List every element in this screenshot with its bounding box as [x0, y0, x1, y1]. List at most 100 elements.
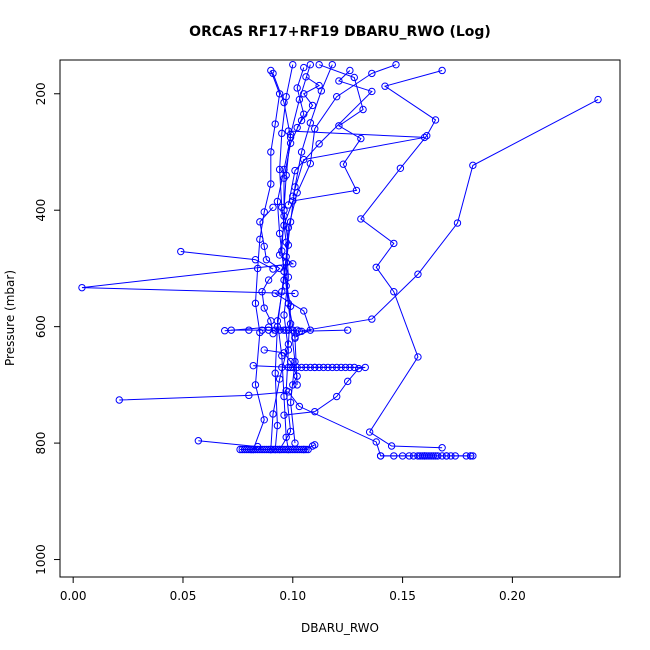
- data-point-15-0: [302, 73, 310, 81]
- data-point-13-1: [293, 84, 301, 92]
- data-point-18-1: [280, 349, 288, 357]
- data-point-9-0: [289, 60, 297, 69]
- cluster-point-1-14: [434, 452, 442, 460]
- y-axis: 200 400 600 800 1000: [34, 82, 60, 575]
- data-point-4-4: [372, 438, 380, 446]
- cluster-point-2-10: [324, 363, 332, 372]
- data-point-20-1: [368, 69, 376, 78]
- data-point-2-0: [315, 60, 323, 69]
- data-point-12-9: [275, 375, 284, 383]
- data-point-13-3: [286, 139, 295, 147]
- cluster-point-2-7: [311, 363, 319, 372]
- data-point-13-0: [300, 63, 308, 72]
- data-point-12-8: [284, 340, 293, 348]
- data-point-11-0: [328, 60, 337, 69]
- x-tick-label-2: 0.10: [279, 589, 306, 603]
- cluster-point-3-0: [227, 326, 235, 334]
- y-tick-label-4: 1000: [34, 544, 48, 575]
- cluster-point-0-30: [302, 445, 310, 454]
- data-point-12-3: [280, 165, 288, 174]
- data-point-17-0: [271, 289, 279, 298]
- data-point-13-8: [286, 320, 295, 328]
- data-point-1-0: [594, 95, 602, 104]
- data-point-12-4: [273, 197, 282, 206]
- chart-title: ORCAS RF17+RF19 DBARU_RWO (Log): [189, 24, 491, 40]
- data-point-2-2: [359, 105, 367, 114]
- data-point-1-3: [414, 270, 422, 278]
- data-point-0-8: [390, 288, 398, 296]
- cluster-point-1-12: [429, 452, 438, 460]
- data-point-13-4: [280, 174, 288, 182]
- data-point-0-7: [372, 263, 380, 271]
- data-point-10-9: [280, 392, 288, 401]
- cluster-point-1-18: [451, 452, 459, 460]
- profile-line-16: [288, 130, 425, 197]
- data-point-6-4: [343, 326, 352, 334]
- cluster-point-1-3: [405, 452, 413, 460]
- data-point-20-8: [284, 299, 293, 308]
- cluster-point-3-1: [245, 326, 253, 334]
- data-point-14-2: [368, 87, 376, 96]
- data-point-0-5: [357, 215, 365, 223]
- data-point-11-10: [273, 421, 282, 430]
- data-point-7-4: [354, 364, 363, 373]
- profile-line-8: [252, 70, 281, 450]
- plot-frame: [59, 59, 621, 578]
- profile-line-2: [81, 64, 364, 294]
- data-point-0-4: [396, 164, 405, 172]
- x-tick-label-4: 0.20: [499, 589, 526, 603]
- data-point-1-1: [469, 161, 477, 170]
- cluster-point-2-1: [284, 363, 293, 372]
- data-point-13-5: [280, 212, 288, 220]
- data-point-15-3: [308, 101, 317, 110]
- data-point-2-3: [335, 122, 343, 130]
- data-point-2-11: [78, 283, 86, 292]
- cluster-point-2-14: [341, 363, 350, 372]
- data-point-15-2: [300, 90, 308, 98]
- data-point-16-2: [300, 155, 308, 164]
- data-point-11-7: [278, 288, 286, 296]
- cluster-point-2-12: [333, 363, 341, 372]
- cluster-point-1-15: [438, 452, 446, 460]
- data-point-7-6: [333, 392, 341, 401]
- data-point-8-8: [251, 299, 260, 308]
- data-point-17-2: [306, 326, 315, 334]
- cluster-point-2-15: [346, 363, 354, 372]
- cluster-point-1-17: [447, 452, 455, 460]
- data-point-5-0: [194, 437, 203, 445]
- data-point-20-9: [291, 334, 299, 342]
- data-point-9-3: [275, 165, 284, 174]
- data-point-0-12: [438, 444, 446, 452]
- data-point-20-3: [311, 125, 319, 133]
- data-point-0-2: [431, 116, 440, 124]
- data-point-4-1: [245, 391, 253, 400]
- cluster-point-2-3: [293, 363, 301, 372]
- cluster-point-3-5: [275, 326, 284, 334]
- x-tick-label-0: 0.00: [60, 589, 87, 603]
- data-point-14-4: [291, 166, 299, 175]
- cluster-point-1-16: [442, 452, 451, 460]
- x-tick-label-3: 0.15: [389, 589, 416, 603]
- plot-area: [78, 60, 602, 460]
- data-point-12-10: [269, 410, 277, 418]
- cluster-point-2-6: [306, 363, 315, 372]
- data-point-19-0: [269, 203, 277, 212]
- cluster-point-2-5: [302, 363, 310, 372]
- data-point-11-2: [306, 119, 315, 127]
- cluster-point-2-13: [337, 363, 345, 372]
- data-point-19-1: [256, 218, 264, 226]
- cluster-point-3-6: [280, 326, 288, 334]
- x-axis-label: DBARU_RWO: [301, 621, 379, 635]
- y-tick-label-0: 200: [34, 82, 48, 105]
- profile-line-19: [259, 206, 281, 334]
- data-point-19-5: [264, 276, 273, 284]
- plot-marks: [78, 60, 602, 460]
- cluster-point-2-4: [297, 363, 306, 372]
- cluster-point-2-8: [315, 363, 323, 372]
- data-point-12-0: [269, 69, 277, 78]
- data-point-0-10: [365, 428, 374, 436]
- data-point-5-6: [311, 441, 319, 449]
- data-point-12-1: [280, 98, 288, 107]
- data-point-1-2: [453, 219, 462, 227]
